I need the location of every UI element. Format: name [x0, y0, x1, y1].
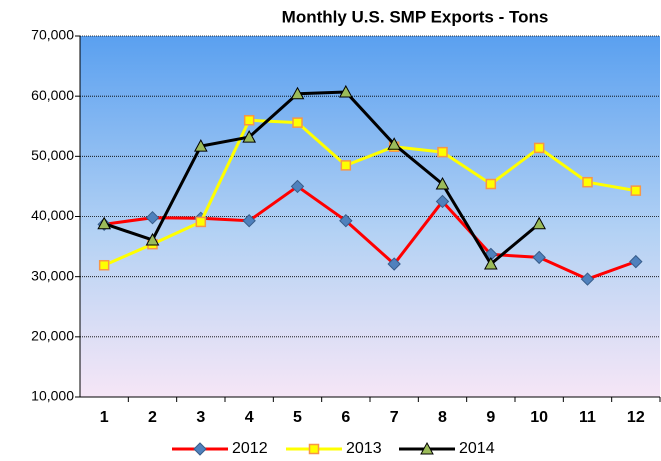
marker: [145, 210, 160, 225]
marker: [387, 257, 401, 271]
marker: [290, 86, 305, 100]
x-tick-label: 1: [100, 409, 109, 426]
legend-label: 2014: [459, 440, 495, 457]
marker: [98, 259, 110, 271]
marker: [435, 194, 450, 209]
marker: [145, 232, 160, 246]
marker: [483, 256, 498, 270]
marker: [193, 139, 208, 152]
series-line: [103, 118, 637, 267]
x-tick-label: 6: [341, 409, 350, 426]
legend-marker: [420, 441, 434, 455]
x-tick-label: 8: [438, 409, 447, 426]
x-tick-label: 5: [293, 409, 302, 426]
marker: [243, 114, 255, 126]
legend-label: 2012: [232, 440, 268, 457]
marker: [292, 117, 303, 128]
y-tick-label: 60,000: [31, 87, 74, 103]
marker: [629, 254, 643, 269]
marker: [387, 137, 402, 150]
marker: [532, 250, 546, 265]
x-tick-label: 12: [627, 409, 645, 426]
x-tick-label: 3: [196, 409, 205, 426]
marker: [435, 176, 450, 190]
y-tick-label: 40,000: [31, 207, 74, 223]
y-tick-label: 20,000: [31, 328, 74, 344]
legend-marker: [193, 442, 207, 456]
y-tick-label: 10,000: [31, 388, 74, 404]
y-tick-label: 70,000: [31, 27, 74, 43]
marker: [290, 179, 305, 194]
marker: [533, 142, 545, 154]
marker: [97, 216, 112, 230]
chart-title: Monthly U.S. SMP Exports - Tons: [282, 7, 549, 26]
y-tick-label: 30,000: [31, 267, 74, 283]
y-tick-label: 50,000: [31, 147, 74, 163]
x-tick-label: 2: [148, 409, 157, 426]
marker: [339, 214, 353, 228]
marker: [195, 216, 207, 228]
marker: [437, 146, 448, 158]
marker: [338, 84, 353, 98]
marker: [630, 185, 642, 196]
legend-marker: [308, 443, 320, 455]
marker: [485, 178, 497, 190]
x-tick-label: 4: [245, 409, 254, 426]
series-line: [103, 90, 541, 266]
x-tick-label: 7: [390, 409, 399, 426]
x-tick-label: 9: [486, 409, 495, 426]
marker: [242, 214, 256, 228]
marker: [532, 216, 547, 230]
marker: [580, 272, 595, 286]
legend-label: 2013: [346, 440, 382, 457]
marker: [242, 130, 257, 143]
series-line: [103, 184, 637, 281]
marker: [582, 176, 593, 188]
x-tick-label: 11: [579, 409, 596, 426]
marker: [340, 160, 352, 171]
x-tick-label: 10: [530, 409, 548, 426]
